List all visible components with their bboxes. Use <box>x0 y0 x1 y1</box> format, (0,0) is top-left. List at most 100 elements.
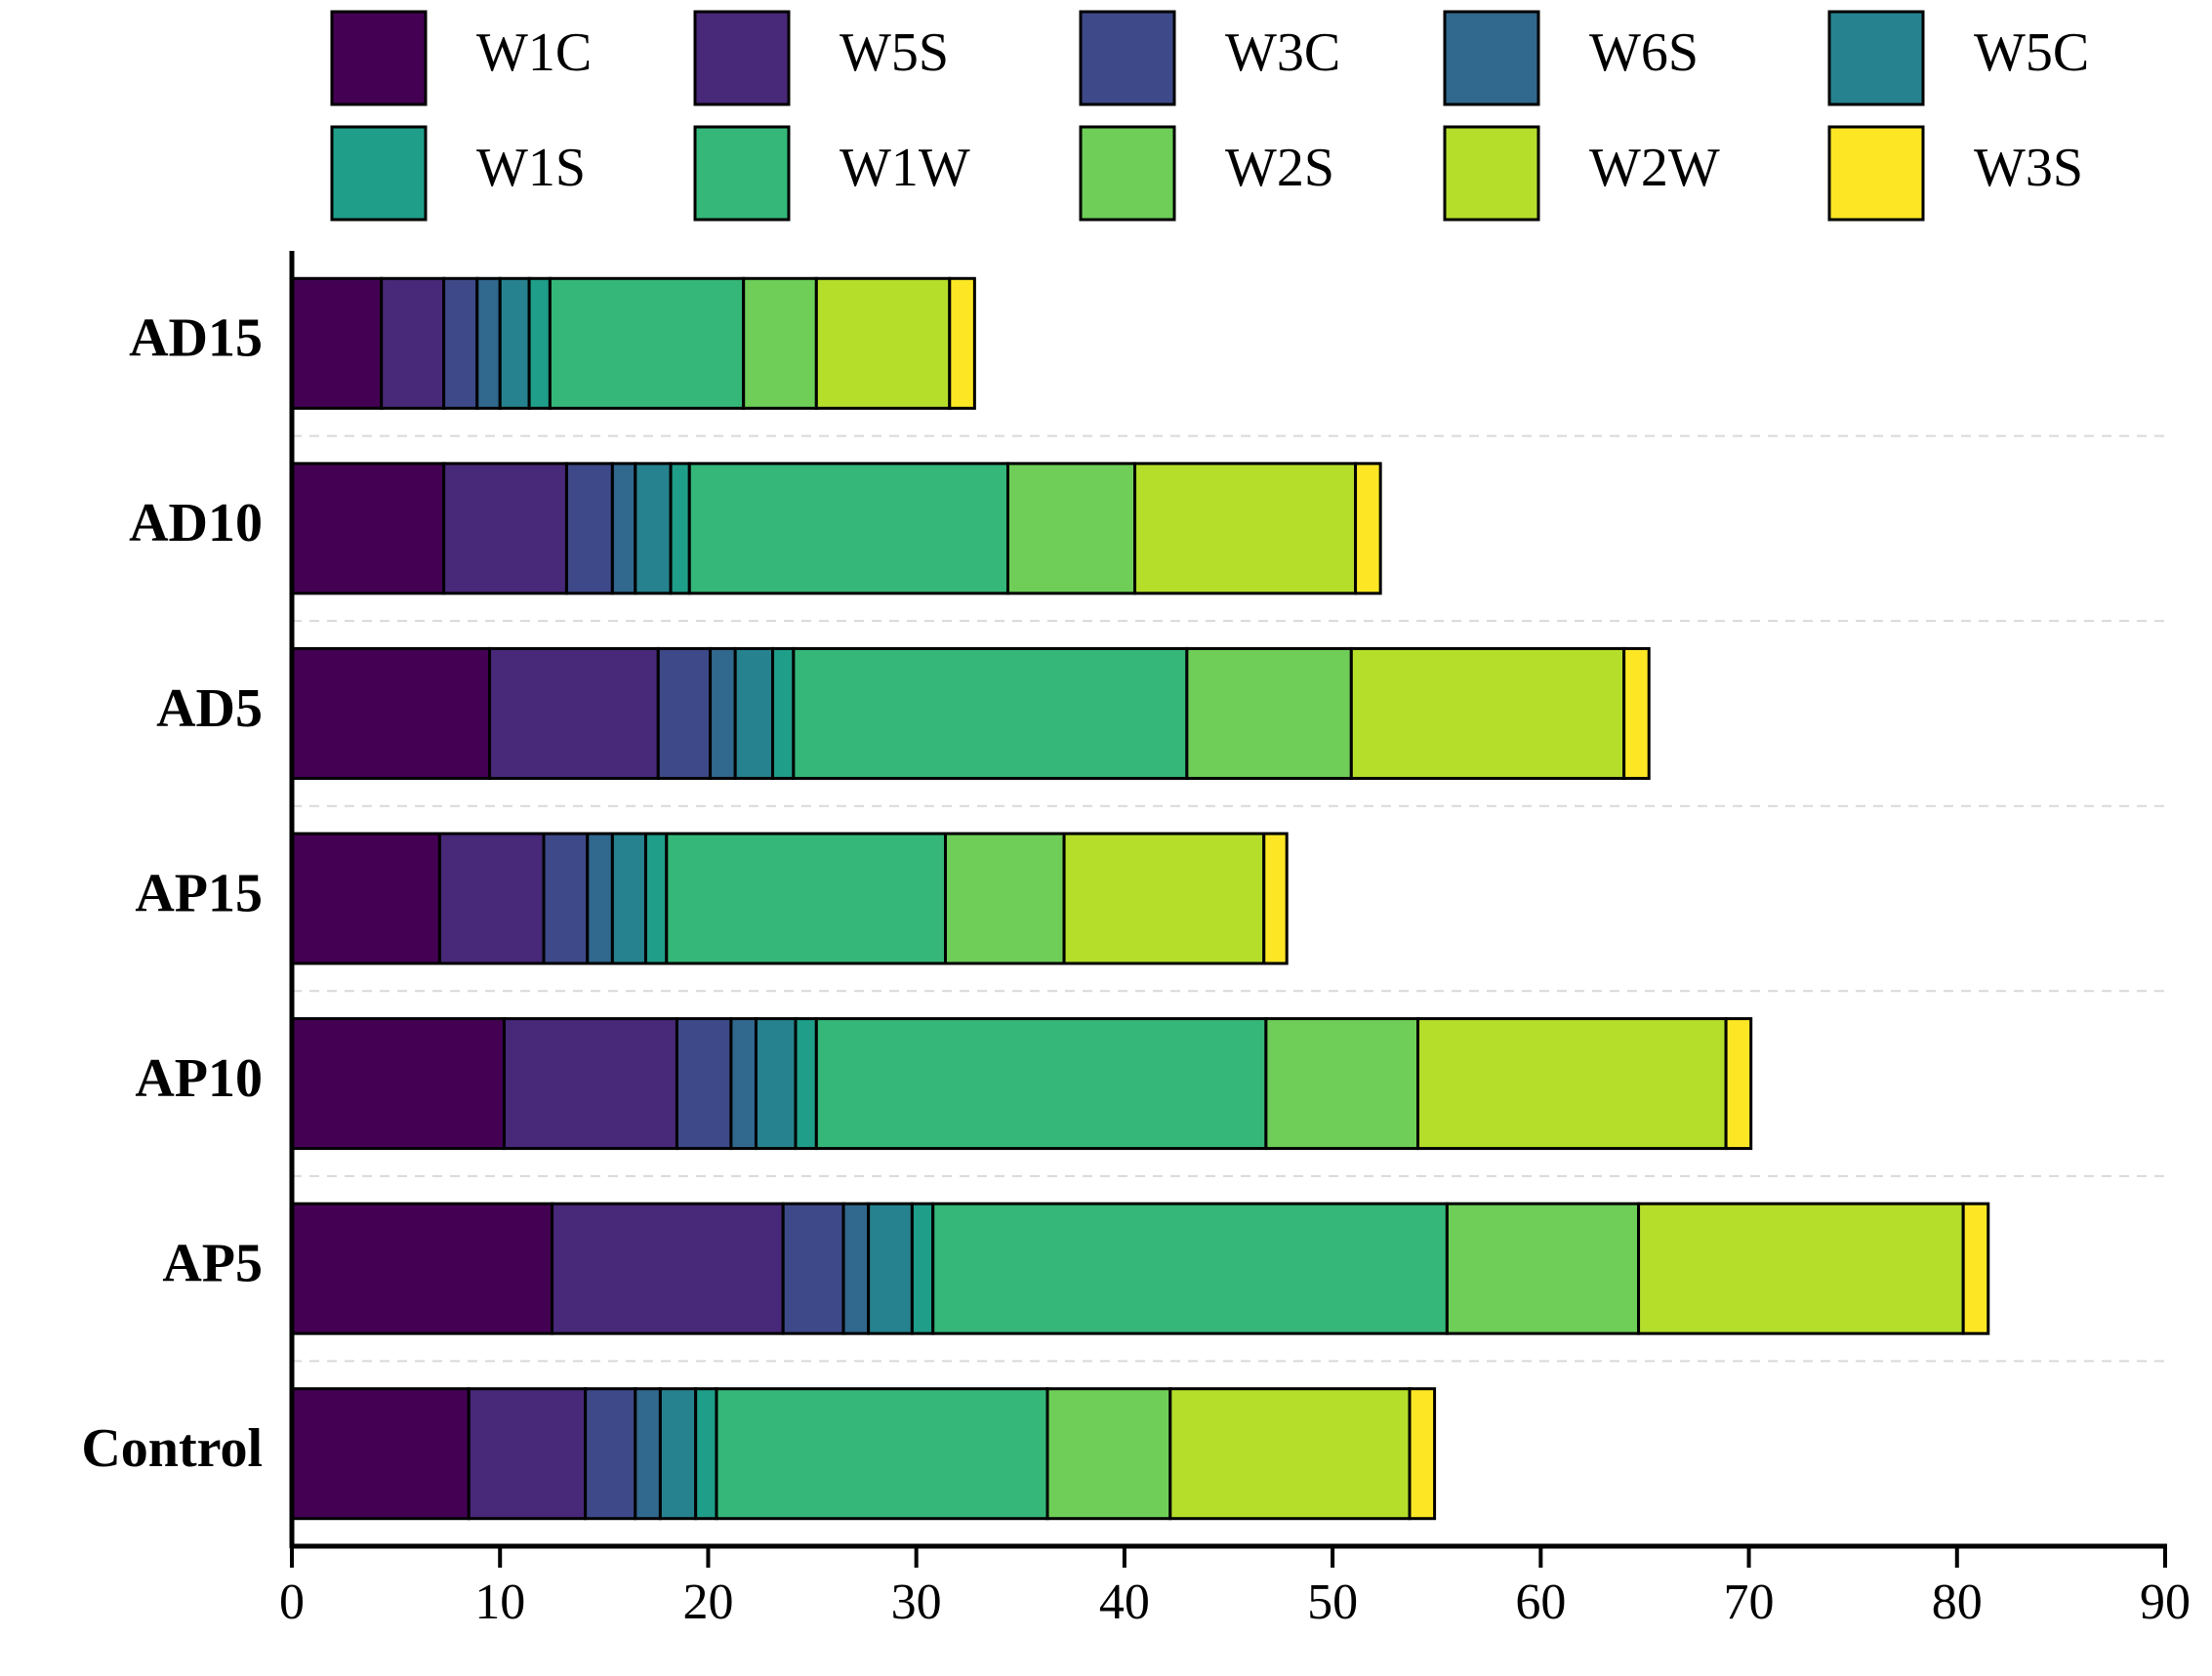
bar-segment <box>290 1017 506 1151</box>
bar-segment <box>1637 1202 1965 1335</box>
legend-label: W1C <box>476 22 592 83</box>
bar-segment <box>669 462 691 595</box>
bar-segment <box>634 1387 662 1521</box>
bar-segment <box>931 1202 1449 1335</box>
bar-segment <box>867 1202 914 1335</box>
bar-segment <box>488 646 660 780</box>
bar-segment <box>475 276 502 410</box>
bar-segment <box>794 1017 818 1151</box>
bar-segment <box>1262 832 1289 965</box>
bar-segment <box>754 1017 798 1151</box>
bar-segment <box>442 462 568 595</box>
bar-segment <box>502 1017 678 1151</box>
bar-segment <box>771 646 796 780</box>
legend-label: W2S <box>1225 138 1334 198</box>
x-tick-label: 70 <box>1724 1574 1775 1630</box>
x-tick-label: 20 <box>682 1574 733 1630</box>
bar-segment <box>1045 1387 1172 1521</box>
bar-segment <box>1724 1017 1753 1151</box>
bar-segment <box>1354 462 1382 595</box>
legend-label: W6S <box>1589 22 1699 83</box>
bar-segment <box>675 1017 733 1151</box>
legend-swatch <box>330 125 428 222</box>
legend-swatch <box>693 10 791 106</box>
legend-label: W1S <box>476 138 586 198</box>
y-tick-label: AD15 <box>129 308 263 369</box>
bar-segment <box>542 832 590 965</box>
bar-segment <box>814 1017 1268 1151</box>
x-tick-label: 10 <box>474 1574 525 1630</box>
bar-segment <box>527 276 552 410</box>
bar-segment <box>1005 462 1137 595</box>
bar-segment <box>610 832 647 965</box>
bar-segment <box>656 646 713 780</box>
bar-segment <box>781 1202 845 1335</box>
bar-segment <box>1264 1017 1420 1151</box>
bar-segment <box>1445 1202 1641 1335</box>
bar-segment <box>742 276 818 410</box>
bar-segment <box>551 1202 785 1335</box>
bar-segment <box>643 832 669 965</box>
legend-label: W3C <box>1225 22 1340 83</box>
bar-segment <box>1622 646 1651 780</box>
legend-swatch <box>1443 125 1540 222</box>
bar-segment <box>841 1202 871 1335</box>
legend-label: W5C <box>1974 22 2089 83</box>
bar-segment <box>687 462 1009 595</box>
bar-segment <box>1416 1017 1728 1151</box>
bar-segment <box>709 646 737 780</box>
bar-segment <box>290 462 446 595</box>
legend-swatch <box>1827 10 1925 106</box>
legend-label: W3S <box>1974 138 2083 198</box>
x-tick-label: 90 <box>2140 1574 2191 1630</box>
bar-segment <box>290 1387 471 1521</box>
x-tick-label: 0 <box>279 1574 305 1630</box>
bar-segment <box>1961 1202 1990 1335</box>
bar-segment <box>548 276 746 410</box>
bar-segment <box>290 276 384 410</box>
bar-segment <box>792 646 1189 780</box>
y-tick-label: AD5 <box>156 678 263 739</box>
legend-label: W5S <box>840 22 949 83</box>
bar-segment <box>715 1387 1049 1521</box>
bar-segment <box>910 1202 935 1335</box>
bar-segment <box>634 462 673 595</box>
bar-segment <box>944 832 1066 965</box>
y-tick-label: Control <box>81 1418 263 1479</box>
x-tick-label: 40 <box>1099 1574 1150 1630</box>
bar-segment <box>658 1387 698 1521</box>
legend-swatch <box>1827 125 1925 222</box>
bar-segment <box>1185 646 1353 780</box>
legend-swatch <box>330 10 428 106</box>
legend-swatch <box>1079 125 1176 222</box>
bar-segment <box>586 832 614 965</box>
y-tick-label: AP5 <box>162 1233 263 1293</box>
bar-segment <box>610 462 637 595</box>
bar-segment <box>564 462 614 595</box>
bar-segment <box>467 1387 588 1521</box>
x-tick-label: 30 <box>891 1574 942 1630</box>
x-tick-label: 50 <box>1307 1574 1358 1630</box>
bar-segment <box>948 276 976 410</box>
legend-swatch <box>1079 10 1176 106</box>
bar-segment <box>1062 832 1266 965</box>
bar-segment <box>290 1202 554 1335</box>
bar-segment <box>1349 646 1626 780</box>
y-tick-label: AP15 <box>135 863 263 923</box>
bar-segment <box>1408 1387 1437 1521</box>
legend-label: W1W <box>840 138 970 198</box>
bar-segment <box>729 1017 758 1151</box>
bar-segment <box>733 646 775 780</box>
bar-segment <box>665 832 948 965</box>
x-tick-label: 80 <box>1932 1574 1983 1630</box>
legend-swatch <box>1443 10 1540 106</box>
y-tick-label: AD10 <box>129 493 263 553</box>
legend-label: W2W <box>1589 138 1720 198</box>
bar-segment <box>1133 462 1358 595</box>
bar-segment <box>1168 1387 1412 1521</box>
legend-swatch <box>693 125 791 222</box>
bar-segment <box>437 832 546 965</box>
x-tick-label: 60 <box>1515 1574 1566 1630</box>
y-tick-label: AP10 <box>135 1048 263 1109</box>
